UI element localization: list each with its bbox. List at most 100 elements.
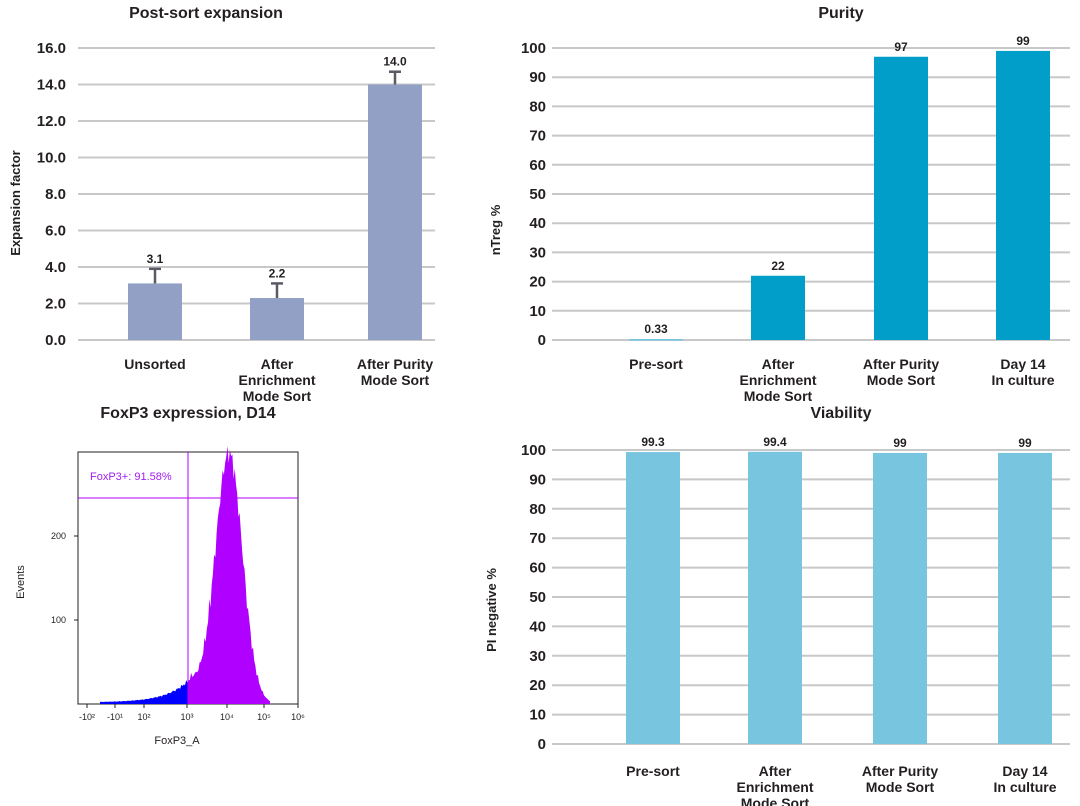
purity-data-label: 22 [771, 259, 785, 273]
viability-y-tick-label: 50 [529, 589, 546, 606]
purity-y-tick-label: 100 [521, 40, 546, 57]
viability-y-tick-label: 60 [529, 560, 546, 577]
foxp3-y-axis-label: Events [15, 565, 27, 599]
viability-category-label: Day 14 In culture [993, 763, 1056, 795]
foxp3-x-tick-label: 10⁶ [291, 712, 305, 722]
viability-bar [998, 452, 1052, 744]
foxp3-histogram-positive [187, 446, 270, 704]
purity-y-tick-label: 0 [538, 332, 546, 349]
expansion-data-label: 14.0 [383, 55, 407, 69]
expansion-category-line: Mode Sort [243, 388, 312, 404]
expansion-y-tick-label: 10.0 [37, 150, 66, 167]
viability-category-line: After [759, 763, 792, 779]
expansion-category-label: After Enrichment Mode Sort [238, 356, 315, 404]
foxp3-x-axis-label: FoxP3_A [154, 735, 200, 747]
purity-category-label: After Enrichment Mode Sort [739, 356, 816, 404]
purity-data-label: 0.33 [644, 322, 668, 336]
viability-y-tick-label: 20 [529, 677, 546, 694]
purity-bar [629, 339, 683, 341]
expansion-y-tick-label: 4.0 [45, 259, 66, 276]
expansion-data-label: 3.1 [147, 252, 164, 266]
viability-y-tick-label: 40 [529, 618, 546, 635]
viability-y-tick-label: 80 [529, 501, 546, 518]
viability-category-label: Pre-sort [626, 763, 680, 779]
purity-y-tick-label: 80 [529, 98, 546, 115]
foxp3-x-tick-label: 10⁴ [220, 712, 234, 722]
purity-chart: Purity 0 10 20 30 40 50 60 70 80 90 100 nTreg % 0.33 P… [488, 5, 1070, 404]
purity-y-tick-label: 90 [529, 69, 546, 86]
expansion-bar [368, 84, 422, 340]
viability-category-line: Enrichment [736, 779, 813, 795]
viability-category-line: Mode Sort [741, 795, 810, 806]
viability-category-line: After Purity [862, 763, 938, 779]
foxp3-x-tick-label: -10² [79, 712, 95, 722]
purity-y-tick-label: 20 [529, 274, 546, 291]
expansion-category-label: After Purity Mode Sort [357, 356, 433, 388]
viability-y-tick-label: 100 [521, 442, 546, 459]
viability-category-label: After Enrichment Mode Sort [736, 763, 813, 806]
viability-y-tick-label: 30 [529, 648, 546, 665]
purity-title: Purity [818, 5, 863, 22]
expansion-title: Post-sort expansion [129, 5, 283, 22]
viability-category-line: Mode Sort [866, 779, 935, 795]
purity-category-line: In culture [991, 372, 1054, 388]
viability-category-line: In culture [993, 779, 1056, 795]
viability-data-label: 99 [1018, 436, 1032, 450]
viability-data-label: 99.3 [641, 435, 665, 449]
foxp3-x-tick-label: 10² [137, 712, 150, 722]
viability-category-label: After Purity Mode Sort [862, 763, 938, 795]
viability-category-line: Day 14 [1002, 763, 1047, 779]
purity-category-label: After Purity Mode Sort [863, 356, 939, 388]
foxp3-x-tick-label: 10⁵ [257, 712, 271, 722]
purity-y-tick-label: 70 [529, 128, 546, 145]
expansion-data-label: 2.2 [269, 266, 286, 280]
purity-data-label: 97 [894, 40, 908, 54]
purity-data-label: 99 [1016, 34, 1030, 48]
purity-bar [996, 50, 1050, 341]
viability-title: Viability [810, 405, 871, 422]
purity-category-line: Day 14 [1000, 356, 1045, 372]
foxp3-histogram-negative [100, 680, 189, 704]
viability-bar [873, 452, 927, 744]
viability-bar [626, 452, 680, 744]
purity-y-tick-label: 50 [529, 186, 546, 203]
viability-category-line: Pre-sort [626, 763, 680, 779]
foxp3-y-tick-label: 200 [51, 531, 66, 541]
viability-data-label: 99 [893, 436, 907, 450]
viability-y-tick-label: 10 [529, 707, 546, 724]
expansion-category-label: Unsorted [124, 356, 185, 372]
expansion-bar [250, 298, 304, 340]
expansion-category-line: After Purity [357, 356, 433, 372]
viability-bar [748, 451, 802, 744]
purity-category-line: After Purity [863, 356, 939, 372]
foxp3-title: FoxP3 expression, D14 [100, 405, 275, 422]
purity-category-line: Pre-sort [629, 356, 683, 372]
expansion-y-tick-label: 8.0 [45, 186, 66, 203]
purity-y-tick-label: 30 [529, 244, 546, 261]
expansion-category-line: Mode Sort [361, 372, 430, 388]
viability-chart: Viability 0 10 20 30 40 50 60 70 80 90 100 PI negati… [484, 405, 1070, 806]
expansion-category-line: Unsorted [124, 356, 185, 372]
viability-data-label: 99.4 [763, 435, 787, 449]
purity-category-line: Mode Sort [744, 388, 813, 404]
purity-category-line: After [762, 356, 795, 372]
purity-category-label: Day 14 In culture [991, 356, 1054, 388]
purity-y-axis-label: nTreg % [488, 204, 503, 255]
expansion-bar [128, 283, 182, 340]
purity-y-tick-label: 40 [529, 215, 546, 232]
expansion-chart: Post-sort expansion 0.0 2.0 4.0 6.0 8.0 10.0 12… [8, 5, 435, 404]
expansion-y-tick-label: 6.0 [45, 223, 66, 240]
purity-bar [874, 56, 928, 340]
viability-y-tick-label: 0 [538, 736, 546, 753]
foxp3-y-tick-label: 100 [51, 615, 66, 625]
expansion-y-tick-label: 12.0 [37, 113, 66, 130]
purity-category-line: Mode Sort [867, 372, 936, 388]
purity-y-tick-label: 10 [529, 303, 546, 320]
expansion-y-tick-label: 2.0 [45, 296, 66, 313]
viability-y-tick-label: 90 [529, 471, 546, 488]
expansion-y-axis-label: Expansion factor [8, 150, 23, 255]
expansion-y-tick-label: 0.0 [45, 332, 66, 349]
expansion-y-tick-label: 16.0 [37, 40, 66, 57]
viability-y-tick-label: 70 [529, 530, 546, 547]
